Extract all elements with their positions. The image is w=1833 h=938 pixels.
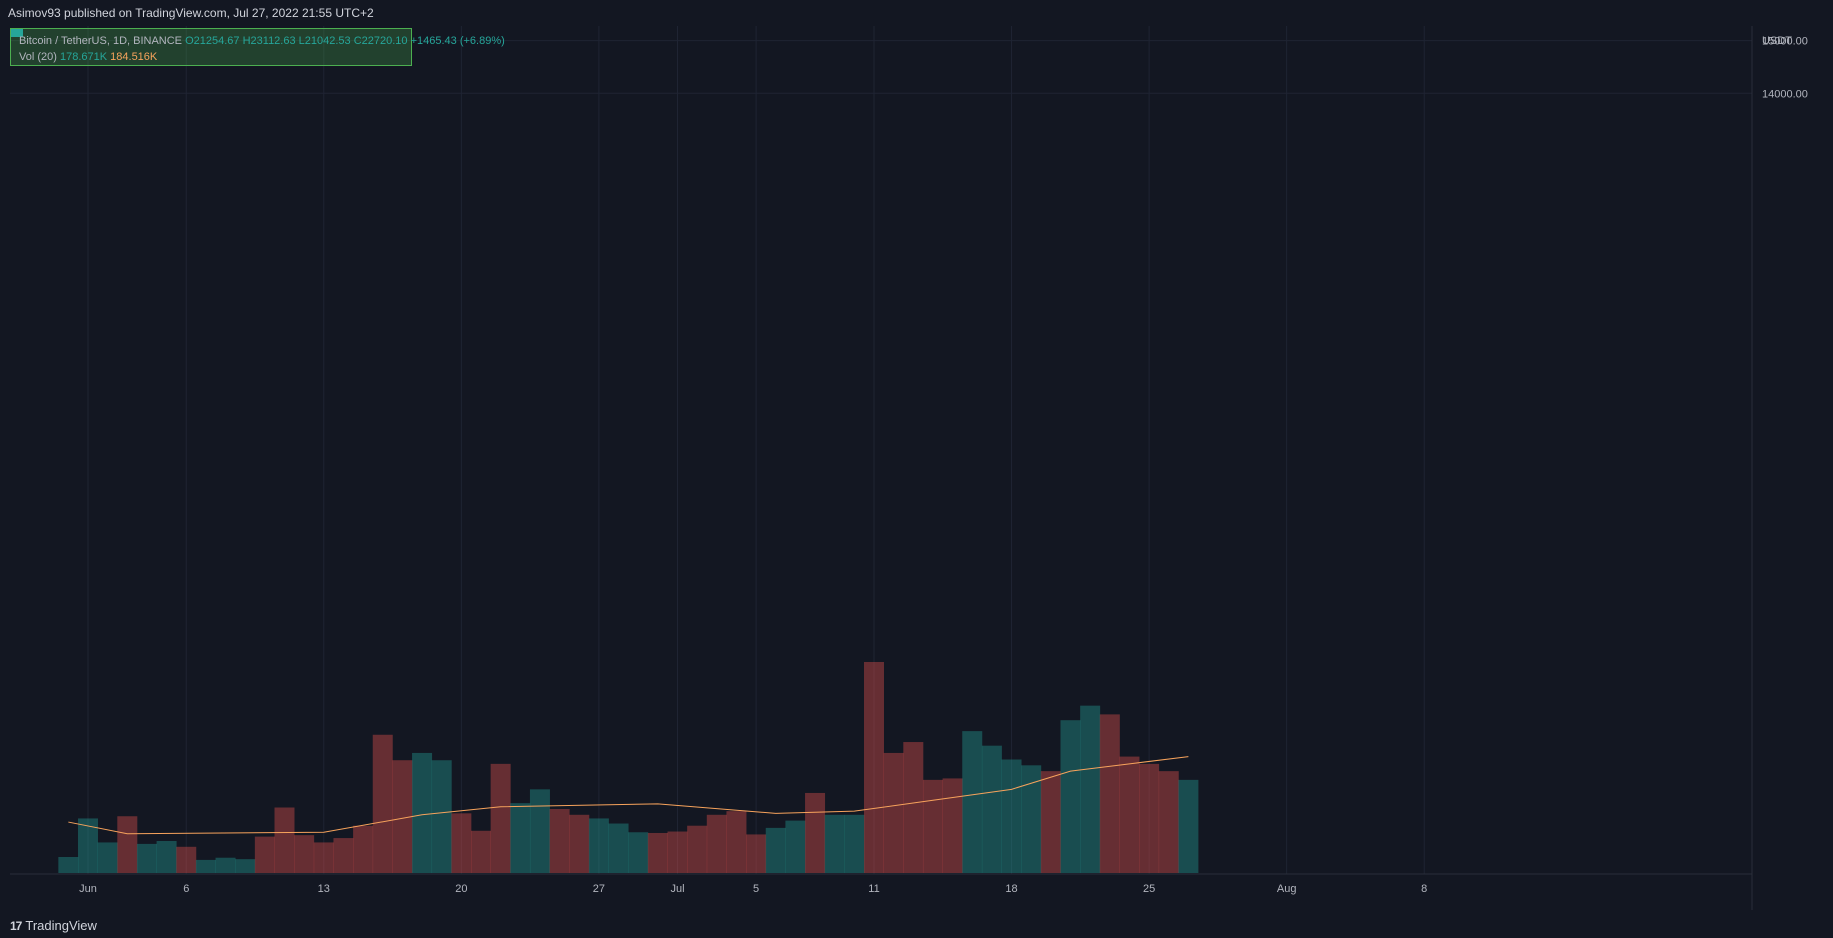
volume-bar (922, 779, 943, 873)
volume-bar (254, 836, 275, 873)
time-tick-label: 20 (455, 883, 467, 895)
volume-bar (1060, 720, 1081, 873)
volume-bar (176, 846, 197, 873)
legend-swatch (11, 29, 23, 37)
volume-bar (451, 813, 472, 873)
volume-bar (746, 834, 767, 873)
bottom-bar: 17 TradingView (0, 910, 1833, 938)
time-tick-label: Jun (79, 883, 97, 895)
legend-ohlc: O21254.67 H23112.63 L21042.53 C22720.10 … (185, 35, 505, 47)
time-tick-label: 5 (753, 883, 759, 895)
volume-bar (1040, 771, 1061, 873)
volume-bar (156, 840, 177, 873)
price-axis-unit: USDT (1762, 35, 1792, 47)
volume-bar (588, 818, 609, 873)
volume-bar (136, 843, 157, 873)
time-tick-label: 13 (318, 883, 330, 895)
volume-bar (412, 752, 433, 873)
legend-symbol: Bitcoin / TetherUS, 1D, BINANCE (19, 35, 183, 47)
time-tick-label: 11 (868, 883, 879, 895)
volume-bar (726, 811, 747, 873)
volume-bar (844, 814, 865, 873)
volume-ma-line (68, 756, 1189, 835)
tradingview-logo[interactable]: 17 TradingView (10, 918, 97, 933)
top-bar: Asimov93 published on TradingView.com, J… (0, 0, 1833, 26)
time-tick-label: Jul (670, 883, 684, 895)
volume-bar (1080, 705, 1101, 873)
volume-bar (962, 731, 983, 873)
volume-bar (647, 832, 668, 873)
volume-bar (687, 825, 708, 873)
volume-bar (765, 827, 786, 873)
volume-bar (313, 842, 334, 873)
time-tick-label: 27 (593, 883, 605, 895)
volume-bar (97, 842, 118, 873)
price-tick-label: 14000.00 (1762, 88, 1808, 100)
legend-vol-ma: 184.516K (110, 51, 158, 63)
volume-bar (529, 789, 550, 873)
volume-bar (274, 807, 295, 873)
time-tick-label: 25 (1143, 883, 1155, 895)
volume-bar (58, 856, 79, 873)
volume-bar (883, 752, 904, 873)
volume-bar (353, 825, 374, 873)
volume-bar (117, 816, 138, 873)
volume-bar (215, 857, 236, 873)
volume-bar (510, 803, 531, 873)
volume-bar (490, 763, 511, 873)
time-tick-label: 6 (183, 883, 189, 895)
tradingview-logo-text: TradingView (25, 918, 97, 933)
price-chart[interactable]: 23 00019 00016 0000.236(24971.18)0(17723… (0, 26, 1833, 910)
volume-bar (706, 814, 727, 873)
legend-vol-label: Vol (20) (19, 51, 57, 63)
volume-bar (667, 831, 688, 873)
publish-line: Asimov93 published on TradingView.com, J… (8, 6, 374, 20)
legend-vol-value: 178.671K (59, 51, 108, 63)
time-tick-label: 18 (1005, 883, 1017, 895)
legend-ohlc-row: Bitcoin / TetherUS, 1D, BINANCE O21254.6… (19, 35, 505, 47)
symbol-legend[interactable]: Bitcoin / TetherUS, 1D, BINANCE O21254.6… (10, 28, 505, 66)
volume-bar (294, 835, 315, 873)
plot-area[interactable] (10, 26, 1752, 874)
volume-bar (805, 792, 826, 873)
volume-bar (942, 778, 963, 873)
volume-bar (392, 760, 413, 873)
volume-bar (78, 818, 98, 873)
volume-bar (1001, 759, 1022, 873)
volume-bar (569, 814, 590, 873)
volume-bar (235, 859, 256, 873)
volume-bar (431, 760, 452, 873)
price-tick-label: 15000.00 (1762, 36, 1808, 48)
time-tick-label: 8 (1421, 883, 1427, 895)
volume-bar (1178, 779, 1199, 873)
volume-bar (372, 734, 393, 873)
volume-bar (824, 814, 845, 873)
volume-bar (903, 742, 924, 873)
volume-bar (333, 838, 354, 873)
volume-bar (608, 823, 629, 873)
volume-bar (1099, 714, 1120, 873)
volume-bar (1158, 771, 1179, 873)
volume-bar (471, 830, 491, 873)
tradingview-logo-icon: 17 (10, 918, 22, 933)
volume-bar (628, 832, 649, 873)
volume-bar (864, 662, 884, 873)
time-tick-label: Aug (1277, 883, 1297, 895)
volume-bar (549, 808, 570, 873)
volume-bar (1021, 765, 1042, 873)
volume-bar (195, 859, 216, 873)
volume-bar (1139, 763, 1160, 873)
volume-bar (785, 820, 806, 873)
volume-bar (1119, 756, 1140, 873)
volume-bar (981, 745, 1002, 873)
legend-volume-row: Vol (20) 178.671K 184.516K (19, 51, 157, 63)
